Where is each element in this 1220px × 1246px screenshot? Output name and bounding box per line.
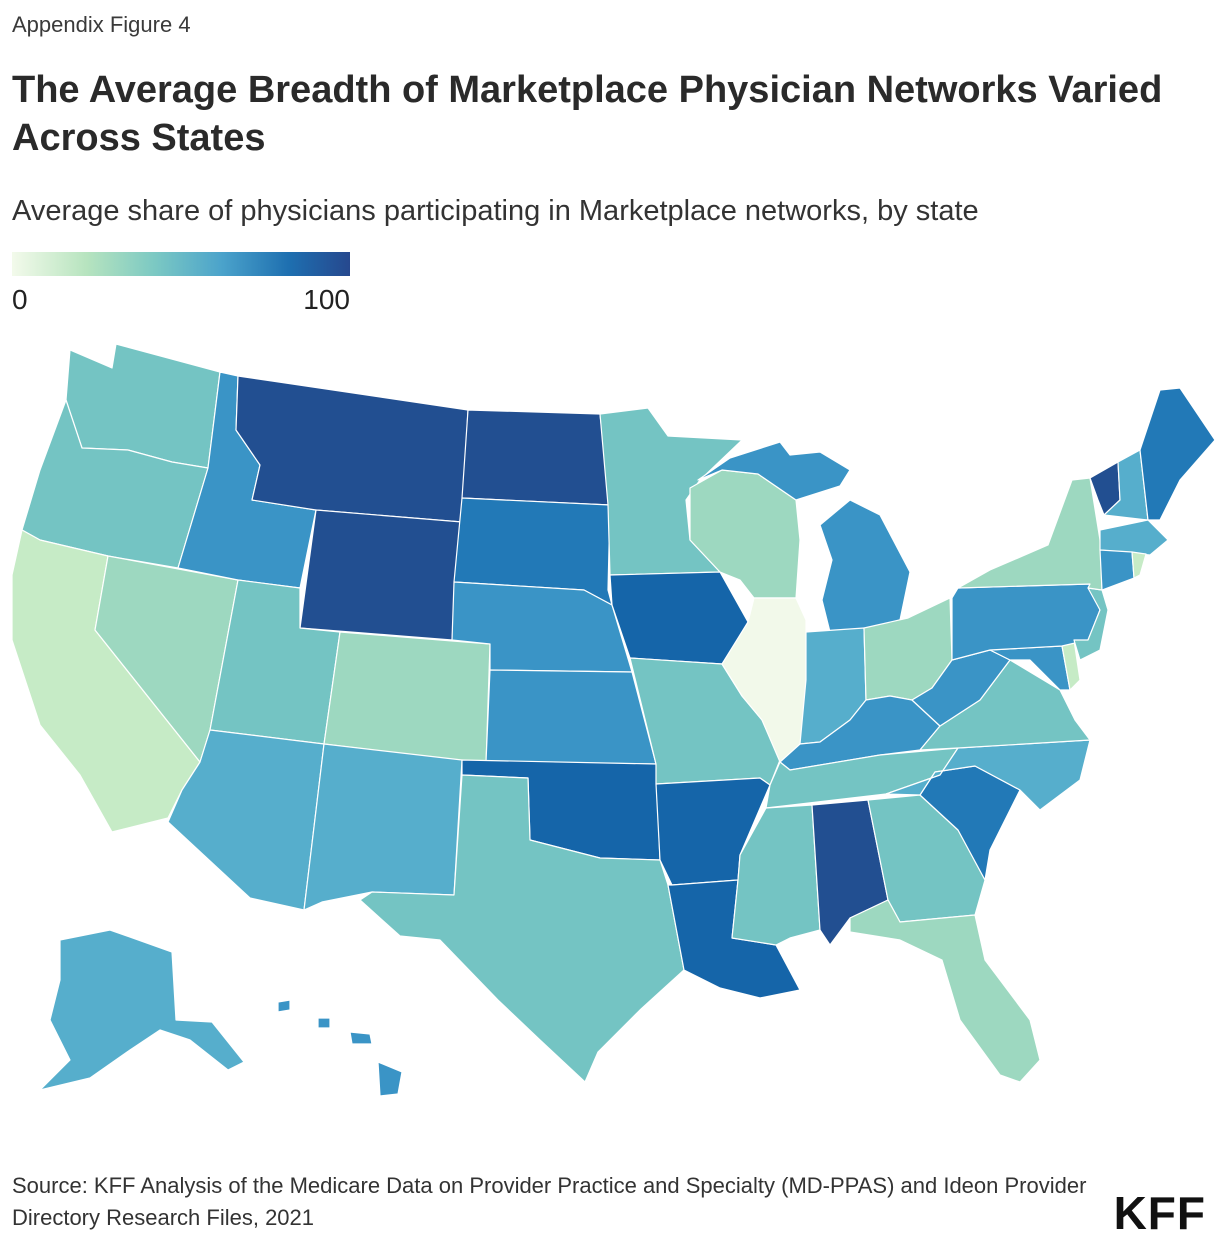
- chart-title: The Average Breadth of Marketplace Physi…: [12, 69, 1163, 159]
- source-note: Source: KFF Analysis of the Medicare Dat…: [12, 1173, 1087, 1230]
- state-ND[interactable]: [461, 409, 611, 506]
- legend-max-label: 100: [303, 284, 350, 315]
- state-NM[interactable]: [303, 743, 463, 911]
- state-KS[interactable]: [485, 669, 657, 765]
- figure-label: Appendix Figure 4: [12, 12, 191, 37]
- state-NJ[interactable]: [1073, 587, 1109, 661]
- us-states-map: [11, 343, 1216, 1097]
- state-CO[interactable]: [323, 631, 491, 765]
- state-HI[interactable]: [277, 999, 403, 1097]
- color-scale-legend: [12, 252, 350, 276]
- state-MN[interactable]: [599, 407, 743, 576]
- state-MI[interactable]: [819, 499, 911, 633]
- legend-min-label: 0: [12, 284, 28, 315]
- state-AK[interactable]: [39, 929, 245, 1091]
- state-FL[interactable]: [849, 899, 1041, 1083]
- state-MA[interactable]: [1099, 519, 1169, 556]
- chart-subtitle: Average share of physicians participatin…: [12, 195, 979, 227]
- state-NC[interactable]: [885, 739, 1091, 811]
- state-IA[interactable]: [609, 571, 749, 665]
- state-RI[interactable]: [1131, 551, 1147, 579]
- state-CT[interactable]: [1099, 549, 1135, 591]
- state-TX[interactable]: [359, 774, 685, 1083]
- state-WY[interactable]: [299, 509, 463, 641]
- state-NH[interactable]: [1103, 449, 1149, 521]
- kff-logo: KFF: [1113, 1187, 1206, 1239]
- state-MI-upper[interactable]: [697, 441, 851, 501]
- state-MT[interactable]: [235, 375, 469, 523]
- state-NY[interactable]: [957, 477, 1103, 591]
- state-ME[interactable]: [1139, 387, 1216, 521]
